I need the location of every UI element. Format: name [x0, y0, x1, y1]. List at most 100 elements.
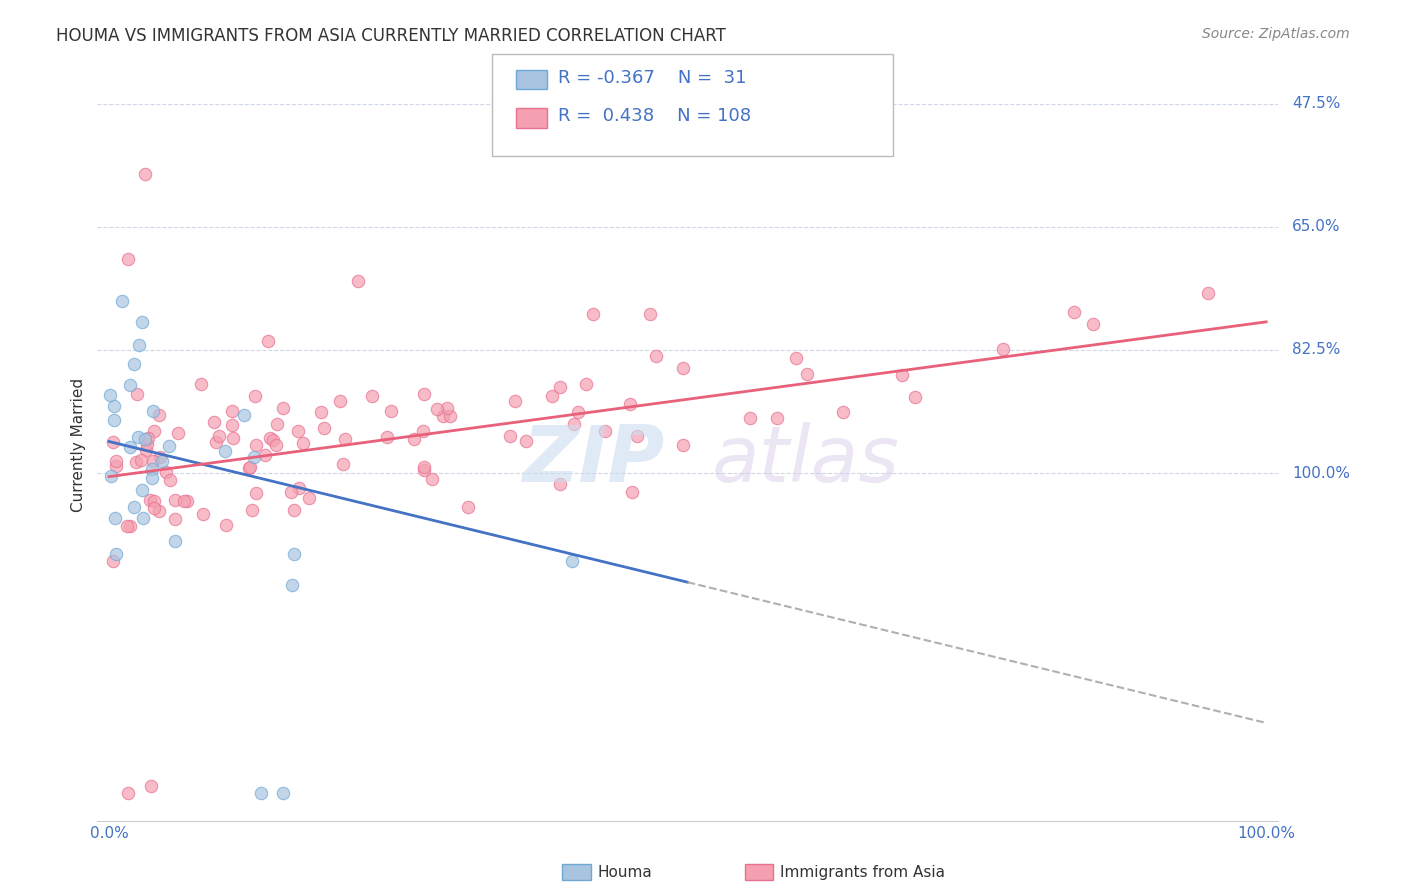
Immigrants from Asia	[766, 411, 789, 425]
Houma	[103, 399, 125, 413]
Immigrants from Asia	[309, 405, 332, 419]
Immigrants from Asia	[298, 491, 321, 505]
Immigrants from Asia	[118, 519, 141, 533]
Immigrants from Asia	[644, 349, 666, 363]
Immigrants from Asia	[412, 424, 434, 438]
Immigrants from Asia	[245, 486, 267, 500]
Houma	[118, 440, 141, 454]
Text: 65.0%: 65.0%	[1292, 219, 1340, 235]
Immigrants from Asia	[221, 404, 243, 418]
Immigrants from Asia	[221, 418, 243, 433]
Immigrants from Asia	[1081, 317, 1104, 331]
Houma	[131, 315, 153, 329]
Immigrants from Asia	[550, 477, 572, 491]
Immigrants from Asia	[360, 388, 382, 402]
Immigrants from Asia	[142, 425, 165, 439]
Text: Houma: Houma	[598, 865, 652, 880]
Immigrants from Asia	[134, 167, 156, 181]
Immigrants from Asia	[155, 465, 177, 479]
Houma	[118, 378, 141, 392]
Text: HOUMA VS IMMIGRANTS FROM ASIA CURRENTLY MARRIED CORRELATION CHART: HOUMA VS IMMIGRANTS FROM ASIA CURRENTLY …	[56, 27, 725, 45]
Houma	[111, 293, 134, 308]
Immigrants from Asia	[264, 438, 287, 452]
Immigrants from Asia	[142, 493, 165, 508]
Text: 82.5%: 82.5%	[1292, 343, 1340, 358]
Immigrants from Asia	[432, 409, 454, 423]
Text: atlas: atlas	[711, 422, 900, 498]
Houma	[124, 357, 146, 371]
Immigrants from Asia	[190, 377, 212, 392]
Houma	[100, 468, 122, 483]
Immigrants from Asia	[457, 500, 479, 515]
Immigrants from Asia	[291, 436, 314, 450]
Immigrants from Asia	[207, 428, 229, 442]
Immigrants from Asia	[333, 432, 356, 446]
Immigrants from Asia	[115, 519, 138, 533]
Immigrants from Asia	[139, 492, 162, 507]
Houma	[104, 510, 127, 524]
Houma	[141, 462, 163, 476]
Immigrants from Asia	[202, 415, 225, 429]
Text: R =  0.438    N = 108: R = 0.438 N = 108	[558, 107, 751, 125]
Immigrants from Asia	[738, 411, 761, 425]
Immigrants from Asia	[256, 334, 278, 348]
Immigrants from Asia	[582, 307, 605, 321]
Immigrants from Asia	[785, 351, 807, 365]
Immigrants from Asia	[671, 360, 693, 375]
Houma	[232, 408, 254, 422]
Text: R = -0.367    N =  31: R = -0.367 N = 31	[558, 69, 747, 87]
Immigrants from Asia	[672, 438, 695, 452]
Text: 47.5%: 47.5%	[1292, 96, 1340, 112]
Immigrants from Asia	[173, 494, 195, 508]
Immigrants from Asia	[575, 377, 598, 392]
Immigrants from Asia	[626, 429, 648, 443]
Houma	[131, 511, 153, 525]
Immigrants from Asia	[288, 482, 311, 496]
Immigrants from Asia	[104, 459, 127, 474]
Immigrants from Asia	[103, 434, 125, 449]
Immigrants from Asia	[101, 554, 124, 568]
Immigrants from Asia	[262, 434, 284, 448]
Immigrants from Asia	[562, 417, 585, 432]
Immigrants from Asia	[890, 368, 912, 383]
Houma	[122, 500, 145, 514]
Immigrants from Asia	[312, 421, 335, 435]
Immigrants from Asia	[621, 485, 644, 500]
Immigrants from Asia	[135, 442, 157, 457]
Text: ZIP: ZIP	[522, 422, 664, 498]
Immigrants from Asia	[412, 463, 434, 477]
Immigrants from Asia	[143, 501, 166, 516]
Houma	[105, 547, 128, 561]
Immigrants from Asia	[238, 461, 260, 475]
Houma	[271, 786, 294, 800]
Immigrants from Asia	[412, 387, 434, 401]
Houma	[243, 450, 266, 465]
Immigrants from Asia	[332, 457, 354, 471]
Immigrants from Asia	[239, 460, 262, 475]
Immigrants from Asia	[167, 425, 190, 440]
Immigrants from Asia	[347, 274, 370, 288]
Houma	[141, 471, 163, 485]
Immigrants from Asia	[271, 401, 294, 415]
Immigrants from Asia	[104, 454, 127, 468]
Text: 100.0%: 100.0%	[1292, 466, 1350, 481]
Immigrants from Asia	[242, 503, 264, 517]
Immigrants from Asia	[548, 380, 571, 394]
Houma	[98, 388, 121, 402]
Immigrants from Asia	[245, 438, 267, 452]
Immigrants from Asia	[149, 450, 172, 465]
Immigrants from Asia	[541, 389, 564, 403]
Immigrants from Asia	[283, 503, 305, 517]
Immigrants from Asia	[159, 473, 181, 487]
Immigrants from Asia	[1063, 304, 1085, 318]
Immigrants from Asia	[499, 429, 522, 443]
Houma	[131, 483, 153, 497]
Immigrants from Asia	[567, 405, 589, 419]
Houma	[134, 432, 156, 446]
Immigrants from Asia	[413, 460, 436, 475]
Immigrants from Asia	[148, 408, 170, 422]
Y-axis label: Currently Married: Currently Married	[72, 378, 86, 512]
Houma	[250, 786, 273, 800]
Immigrants from Asia	[215, 517, 238, 532]
Immigrants from Asia	[426, 401, 449, 416]
